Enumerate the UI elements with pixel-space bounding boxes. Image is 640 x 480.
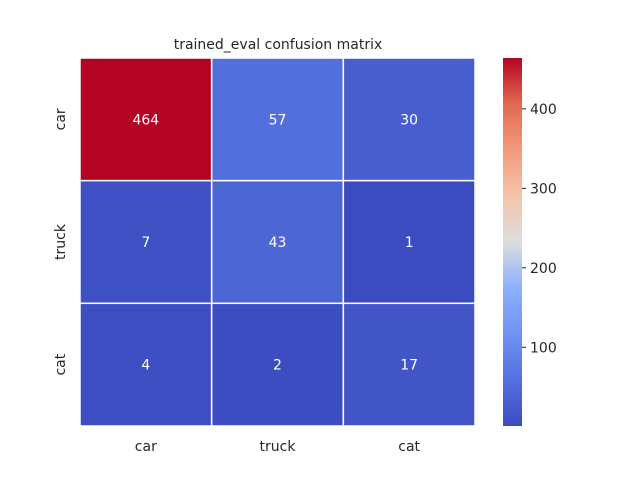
colorbar xyxy=(503,58,522,426)
heatmap-cell-cat-car xyxy=(79,302,213,427)
heatmap-cell-cat-cat xyxy=(342,302,476,427)
cell-value-label: 4 xyxy=(141,358,150,374)
cell-value-label: 30 xyxy=(400,112,418,128)
x-tick-labels: car truck cat xyxy=(135,439,421,455)
colorbar-tick-label: 200 xyxy=(530,261,557,277)
cell-value-label: 7 xyxy=(141,235,150,251)
y-tick-label: car xyxy=(53,108,69,130)
cell-value-label: 17 xyxy=(400,358,418,374)
cell-value-label: 464 xyxy=(132,112,159,128)
colorbar-ticks: 100 200 300 400 xyxy=(522,102,557,356)
x-tick-label: truck xyxy=(260,439,297,455)
x-tick-label: car xyxy=(135,439,157,455)
y-tick-label: cat xyxy=(53,353,69,375)
heatmap-cell-car-cat xyxy=(342,57,476,182)
cell-value-label: 2 xyxy=(273,358,282,374)
colorbar-tick-label: 300 xyxy=(530,181,557,197)
cell-value-label: 43 xyxy=(269,235,287,251)
chart-title: trained_eval confusion matrix xyxy=(174,37,383,53)
heatmap-cell-truck-truck xyxy=(210,179,345,305)
heatmap-cells: 464 57 30 7 43 1 4 2 17 xyxy=(79,57,476,427)
cell-value-label: 57 xyxy=(269,112,287,128)
heatmap-cell-truck-cat xyxy=(342,179,476,305)
y-tick-label: truck xyxy=(53,223,69,260)
colorbar-tick-label: 100 xyxy=(530,340,557,356)
heatmap-cell-truck-car xyxy=(79,179,213,305)
heatmap-cell-car-truck xyxy=(210,57,345,182)
heatmap-cell-car-car xyxy=(79,57,213,182)
y-tick-labels: car truck cat xyxy=(53,108,69,375)
x-tick-label: cat xyxy=(398,439,420,455)
colorbar-tick-label: 400 xyxy=(530,102,557,118)
heatmap-cell-cat-truck xyxy=(210,302,345,427)
cell-value-label: 1 xyxy=(405,235,414,251)
